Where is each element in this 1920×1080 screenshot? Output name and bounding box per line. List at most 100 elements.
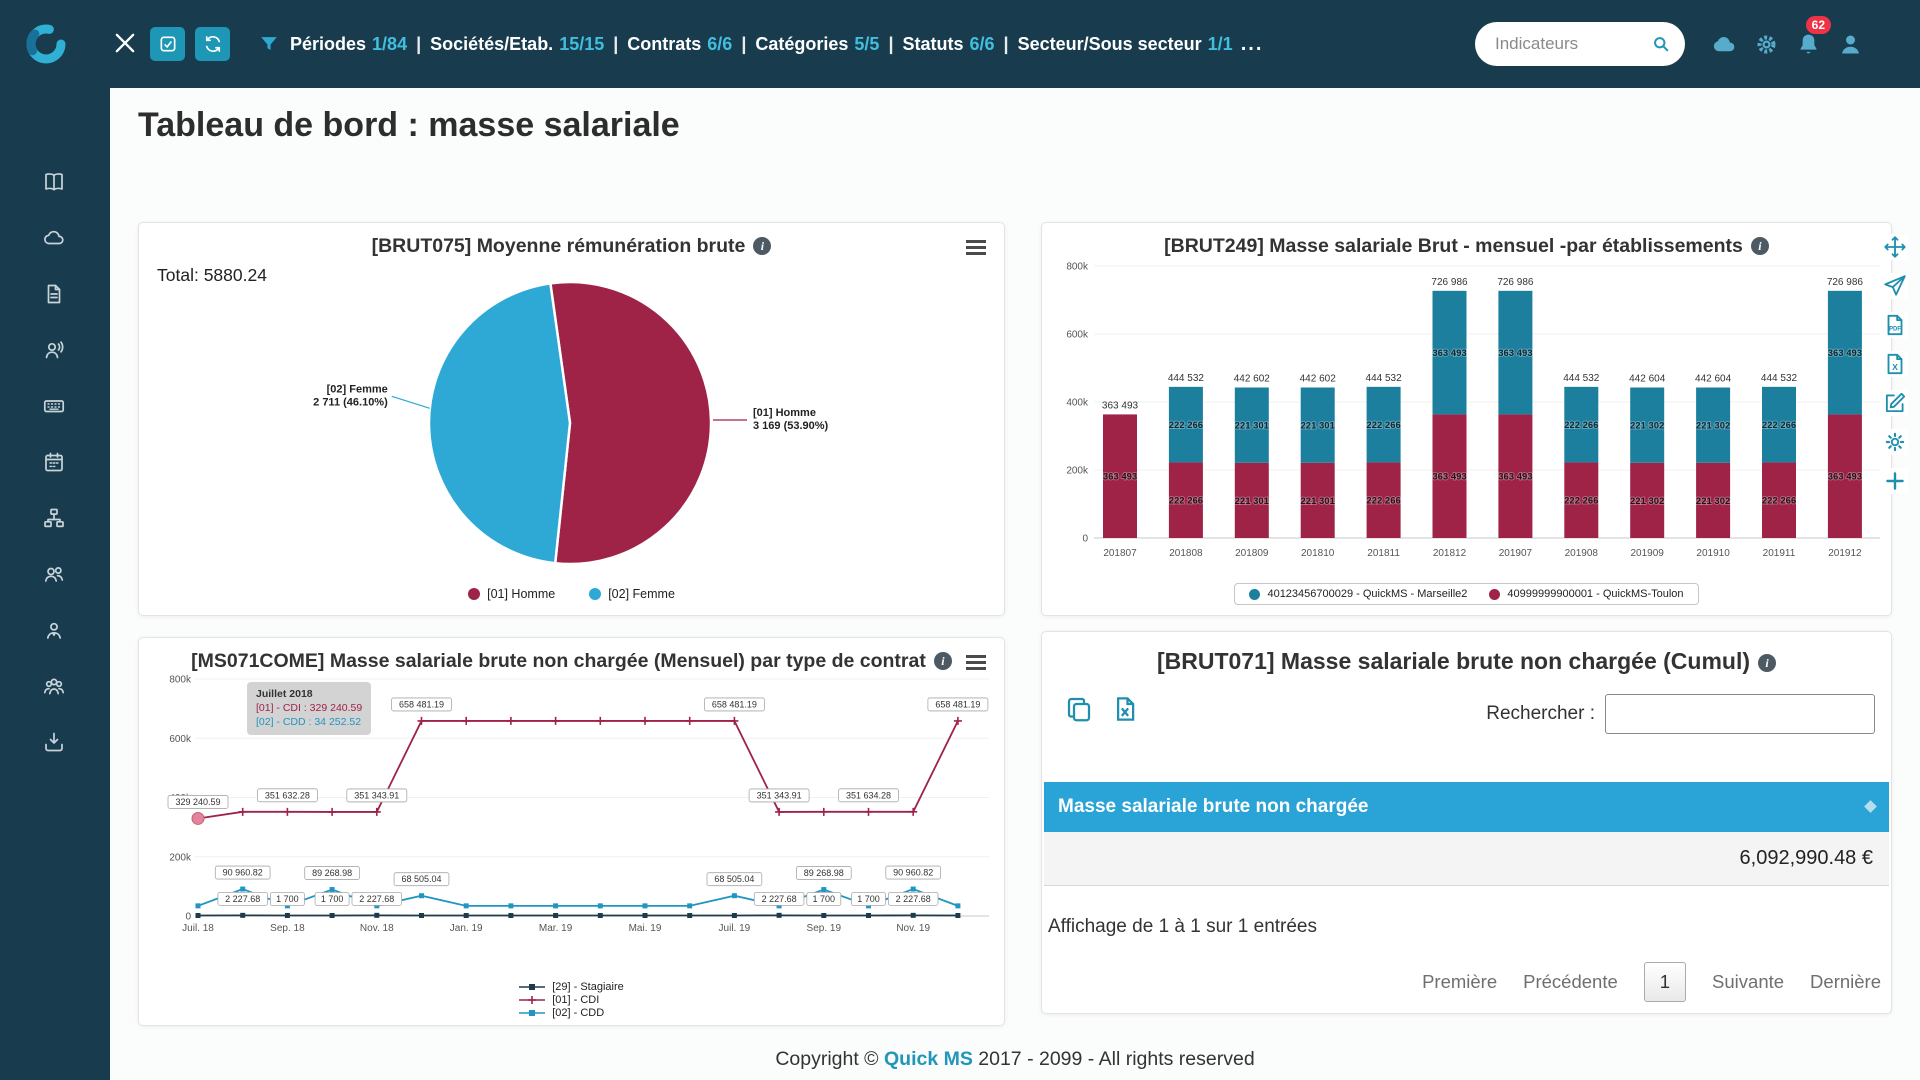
table-search-input[interactable] bbox=[1605, 694, 1875, 734]
svg-text:400k: 400k bbox=[1066, 398, 1089, 409]
filter-statuts[interactable]: Statuts 6/6 bbox=[903, 34, 995, 55]
filter-value: 1/84 bbox=[372, 33, 408, 54]
copy-icon[interactable] bbox=[1064, 694, 1094, 724]
filter-soci-t-s-etab-[interactable]: Sociétés/Etab. 15/15 bbox=[430, 34, 604, 55]
page-title: Tableau de bord : masse salariale bbox=[138, 106, 680, 144]
sidebar-item-keyboard[interactable] bbox=[42, 394, 68, 418]
gear-icon[interactable] bbox=[1882, 429, 1908, 455]
pagination-next[interactable]: Suivante bbox=[1712, 971, 1785, 992]
svg-text:222 266: 222 266 bbox=[1762, 420, 1796, 431]
filter-contrats[interactable]: Contrats 6/6 bbox=[627, 34, 732, 55]
svg-text:442 602: 442 602 bbox=[1234, 374, 1271, 385]
send-icon[interactable] bbox=[1882, 273, 1908, 299]
users-icon bbox=[42, 562, 68, 586]
info-icon[interactable]: i bbox=[753, 237, 772, 255]
brand-link[interactable]: Quick MS bbox=[883, 1048, 973, 1070]
sidebar-item-user-voice[interactable] bbox=[42, 338, 68, 362]
legend-dot-icon bbox=[1249, 588, 1261, 600]
info-icon[interactable]: i bbox=[1758, 654, 1777, 672]
user-icon[interactable] bbox=[1837, 31, 1864, 58]
pie-legend: [01] Homme [02] Femme bbox=[139, 587, 1004, 601]
sidebar-item-document[interactable] bbox=[42, 282, 68, 306]
search-box[interactable] bbox=[1475, 22, 1685, 66]
table-row[interactable]: 6,092,990.48 € bbox=[1044, 832, 1889, 886]
table-column-header[interactable]: Masse salariale brute non chargée bbox=[1044, 782, 1889, 832]
arrows-move-icon[interactable] bbox=[1882, 234, 1908, 260]
sidebar-item-calendar[interactable] bbox=[42, 450, 68, 474]
svg-text:363 493: 363 493 bbox=[1103, 472, 1137, 483]
chart-menu-icon[interactable] bbox=[966, 652, 988, 673]
filter-p-riodes[interactable]: Périodes 1/84 bbox=[290, 34, 407, 55]
sidebar-item-users[interactable] bbox=[42, 562, 68, 586]
svg-text:Nov. 18: Nov. 18 bbox=[360, 923, 394, 934]
pagination-first[interactable]: Première bbox=[1422, 971, 1498, 992]
sidebar-item-sitemap[interactable] bbox=[42, 506, 68, 530]
search-input[interactable] bbox=[1493, 33, 1625, 55]
bell-icon[interactable]: 62 bbox=[1795, 15, 1831, 58]
svg-text:221 301: 221 301 bbox=[1301, 496, 1336, 507]
svg-text:2 227.68: 2 227.68 bbox=[225, 894, 260, 904]
pie-legend-item[interactable]: [01] Homme bbox=[468, 587, 555, 601]
plus-icon[interactable] bbox=[1882, 468, 1908, 494]
sidebar-item-import[interactable] bbox=[42, 730, 68, 754]
app-logo[interactable] bbox=[24, 22, 68, 66]
info-icon[interactable]: i bbox=[1750, 237, 1769, 255]
svg-text:726 986: 726 986 bbox=[1827, 277, 1864, 288]
filter-more-button[interactable]: ... bbox=[1240, 32, 1264, 55]
svg-text:68 505.04: 68 505.04 bbox=[714, 874, 754, 884]
user-tie-icon bbox=[42, 618, 68, 642]
pagination-last[interactable]: Dernière bbox=[1810, 971, 1881, 992]
search-icon[interactable] bbox=[1651, 34, 1671, 54]
sidebar-item-cloud[interactable] bbox=[42, 226, 68, 250]
close-icon[interactable] bbox=[110, 29, 140, 59]
filter-bar: Périodes 1/84 | Sociétés/Etab. 15/15 | Contrat… bbox=[290, 34, 1233, 55]
svg-text:201912: 201912 bbox=[1828, 548, 1862, 559]
svg-text:Juil. 19: Juil. 19 bbox=[719, 923, 751, 934]
line-legend-item[interactable]: [01] - CDI bbox=[519, 994, 624, 1006]
table-info: Affichage de 1 à 1 sur 1 entrées bbox=[1048, 916, 1317, 937]
summary-table-card: [BRUT071] Masse salariale brute non char… bbox=[1041, 631, 1892, 1014]
sidebar-item-user-tie[interactable] bbox=[42, 618, 68, 642]
tooltip-title: Juillet 2018 bbox=[256, 688, 313, 700]
pie-legend-item[interactable]: [02] Femme bbox=[589, 587, 675, 601]
svg-text:329 240.59: 329 240.59 bbox=[175, 797, 220, 807]
keyboard-icon bbox=[42, 394, 68, 418]
filter-icon bbox=[258, 33, 280, 55]
cloud-icon[interactable] bbox=[1711, 31, 1738, 58]
svg-text:201909: 201909 bbox=[1631, 548, 1665, 559]
line-legend-item[interactable]: [29] - Stagiaire bbox=[519, 981, 624, 993]
file-excel-icon[interactable]: X bbox=[1882, 351, 1908, 377]
gear-icon[interactable] bbox=[1753, 31, 1780, 58]
sitemap-icon bbox=[42, 506, 68, 530]
filter-value: 15/15 bbox=[559, 33, 605, 54]
table-toolbar bbox=[1064, 694, 1140, 724]
filter-secteur-sous-secteur[interactable]: Secteur/Sous secteur 1/1 bbox=[1018, 34, 1233, 55]
sidebar-item-book[interactable] bbox=[42, 170, 68, 194]
bar-legend-item[interactable]: 40999999900001 - QuickMS-Toulon bbox=[1489, 588, 1684, 600]
info-icon[interactable]: i bbox=[933, 652, 952, 670]
filter-cat-gories[interactable]: Catégories 5/5 bbox=[755, 34, 879, 55]
svg-text:221 302: 221 302 bbox=[1696, 421, 1730, 432]
file-pdf-icon[interactable]: PDF bbox=[1882, 312, 1908, 338]
bar-chart-title: [BRUT249] Masse salariale Brut - mensuel… bbox=[1164, 235, 1743, 257]
sidebar-item-team[interactable] bbox=[42, 674, 68, 698]
chart-menu-icon[interactable] bbox=[966, 237, 988, 258]
excel-export-icon[interactable] bbox=[1110, 694, 1140, 724]
svg-text:90 960.82: 90 960.82 bbox=[223, 868, 263, 878]
pagination-prev[interactable]: Précédente bbox=[1523, 971, 1618, 992]
svg-text:1 700: 1 700 bbox=[321, 894, 344, 904]
bar-legend-item[interactable]: 40123456700029 - QuickMS - Marseille2 bbox=[1249, 588, 1467, 600]
svg-text:Sep. 19: Sep. 19 bbox=[807, 923, 842, 934]
svg-text:Juil. 18: Juil. 18 bbox=[182, 923, 214, 934]
svg-text:221 302: 221 302 bbox=[1696, 496, 1730, 507]
navbar-actions: 62 bbox=[1711, 15, 1864, 58]
edit-icon[interactable] bbox=[1882, 390, 1908, 416]
refresh-button[interactable] bbox=[195, 27, 230, 61]
checkbox-button[interactable] bbox=[150, 27, 185, 61]
line-legend-item[interactable]: [02] - CDD bbox=[519, 1007, 624, 1019]
svg-text:89 268.98: 89 268.98 bbox=[312, 868, 352, 878]
svg-text:363 493: 363 493 bbox=[1432, 472, 1466, 483]
pagination-page-1[interactable]: 1 bbox=[1643, 962, 1687, 1002]
calendar-icon bbox=[42, 450, 68, 474]
